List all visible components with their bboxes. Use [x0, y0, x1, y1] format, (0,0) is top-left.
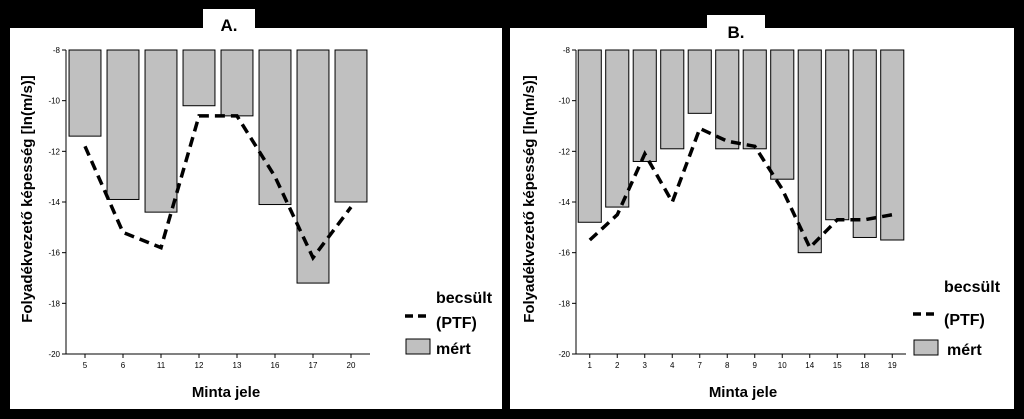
panel-b-legend-bar-swatch: [913, 339, 939, 356]
panel-b-title: B.: [728, 23, 745, 42]
panel-b-bar-measured: [687, 49, 712, 114]
panel-b-y-tick-label: -12: [558, 147, 570, 156]
panel-b-x-axis-title: Minta jele: [709, 384, 777, 401]
panel-b-bar-measured: [880, 49, 905, 241]
panel-b-bar-measured: [825, 49, 850, 221]
panel-b-x-tick-label: 19: [888, 361, 897, 370]
panel-a-legend-background: [396, 284, 496, 372]
panel-b-x-tick-label: 10: [778, 361, 787, 370]
panel-a-x-tick-label: 11: [157, 361, 166, 370]
panel-a-y-tick-label: -12: [48, 147, 60, 156]
panel-b-x-tick-label: 18: [860, 361, 869, 370]
panel-a-legend-label-measured: mért: [436, 341, 471, 358]
panel-b-y-tick-label: -8: [563, 46, 571, 55]
panel-a-title: A.: [221, 16, 238, 35]
panel-a-bar-measured: [182, 49, 216, 107]
panel-b-bar-measured: [632, 49, 657, 162]
panel-a-title-box: [203, 9, 255, 39]
panel-b-bar-measured: [742, 49, 767, 150]
panel-a-bar-measured: [334, 49, 368, 203]
panel-b-legend-label-estimated-line2: (PTF): [944, 312, 985, 329]
panel-a-bar-measured: [296, 49, 330, 284]
panel-a-bar-measured: [68, 49, 102, 137]
panel-a-x-tick-label: 17: [309, 361, 318, 370]
panel-a-bar-measured: [258, 49, 292, 206]
panel-a-x-tick-label: 16: [271, 361, 280, 370]
panel-a-y-tick-label: -14: [48, 198, 60, 207]
panel-a-bar-measured: [220, 49, 254, 117]
panel-a-y-axis-title: Folyadékvezető képesség [ln(m/s)]: [19, 75, 36, 323]
panel-b-bar-measured: [770, 49, 795, 180]
panel-b-y-tick-label: -20: [558, 350, 570, 359]
panel-b-bar-measured: [605, 49, 630, 208]
panel-b-x-tick-label: 3: [643, 361, 648, 370]
panel-a-bar-measured: [144, 49, 178, 213]
panel-a-x-tick-label: 20: [347, 361, 356, 370]
panel-b-bar-measured: [660, 49, 685, 150]
panel-a-y-tick-label: -8: [53, 46, 61, 55]
panel-b-x-tick-label: 15: [833, 361, 842, 370]
panel-b-bar-measured: [715, 49, 740, 150]
panel-b-y-tick-label: -16: [558, 249, 570, 258]
panel-b-bar-measured: [852, 49, 877, 238]
panel-a-legend-label-estimated-line1: becsült: [436, 290, 493, 307]
panel-a-y-tick-label: -10: [48, 97, 60, 106]
panel-a-estimated-line: [83, 114, 353, 262]
panel-a-legend-bar-swatch: [405, 338, 431, 355]
panel-b-y-tick-label: -10: [558, 97, 570, 106]
panel-a-y-tick-label: -16: [48, 249, 60, 258]
panel-a-legend-label-estimated-line2: (PTF): [436, 315, 477, 332]
panel-b-title-box: [707, 15, 765, 47]
panel-a-y-tick-label: -20: [48, 350, 60, 359]
chart-panel-a: A. -8 -10 -12 -14 -16 -18 -20 5 6 11 12 13 16 17 20 Fo…: [10, 9, 502, 409]
panel-b-legend-background: [906, 274, 1014, 372]
panel-b-x-tick-label: 7: [698, 361, 703, 370]
panel-a-x-tick-label: 6: [121, 361, 126, 370]
panel-a-x-tick-label: 13: [233, 361, 242, 370]
panel-b-plot-area: [576, 50, 906, 354]
panel-b-legend-label-measured: mért: [947, 342, 982, 359]
panel-b-x-tick-label: 9: [753, 361, 758, 370]
chart-panel-b: B. -8 -10 -12 -14 -16 -18 -20 1 2 3 4 7 8 9 10 14 15 18 19…: [510, 15, 1014, 409]
panel-b-y-tick-label: -18: [558, 299, 570, 308]
panel-b-x-tick-label: 14: [805, 361, 814, 370]
panel-a-x-tick-label: 5: [83, 361, 88, 370]
panel-b-legend: becsült (PTF) mért: [913, 279, 1001, 359]
panel-a-y-tick-label: -18: [48, 299, 60, 308]
panel-b-legend-label-estimated-line1: becsült: [944, 279, 1001, 296]
panel-b-x-tick-label: 4: [670, 361, 675, 370]
panel-a-x-axis-title: Minta jele: [192, 384, 260, 401]
panel-a-bar-measured: [106, 49, 140, 200]
panel-a-legend: becsült (PTF) mért: [405, 290, 493, 358]
panel-b-bar-measured: [577, 49, 602, 223]
panel-b-y-tick-label: -14: [558, 198, 570, 207]
panel-a-x-tick-label: 12: [195, 361, 204, 370]
panel-b-estimated-line: [588, 126, 893, 251]
panel-b-bar-measured: [797, 49, 822, 254]
panel-b-y-axis-title: Folyadékvezető képesség [ln(m/s)]: [521, 75, 538, 323]
panel-b-x-tick-label: 2: [615, 361, 620, 370]
panel-a-plot: -8 -10 -12 -14 -16 -18 -20 5 6 11 12 13 16 17 20: [48, 46, 370, 370]
panel-b-plot: -8 -10 -12 -14 -16 -18 -20 1 2 3 4 7 8 9 10 14 15 18 19: [558, 46, 906, 370]
panel-b-x-tick-label: 8: [725, 361, 730, 370]
panel-b-x-tick-label: 1: [588, 361, 593, 370]
